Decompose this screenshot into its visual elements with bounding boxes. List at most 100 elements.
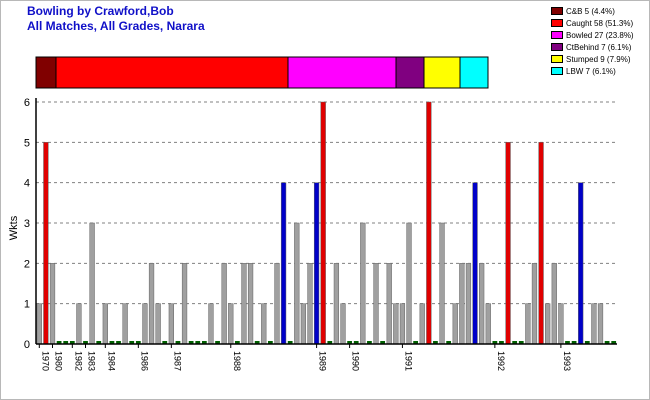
bar: [234, 341, 240, 344]
bar: [280, 182, 287, 345]
legend-label: CtBehind 7 (6.1%): [566, 42, 632, 52]
y-tick-label: 4: [24, 178, 30, 190]
bar: [393, 303, 399, 345]
bar: [247, 263, 254, 345]
bar: [69, 341, 75, 344]
bar: [109, 341, 115, 344]
bar: [459, 263, 465, 345]
bar: [181, 263, 188, 345]
bar: [611, 341, 617, 344]
bar: [129, 341, 135, 344]
bar: [36, 303, 42, 345]
bar: [268, 341, 273, 344]
legend-item: LBW 7 (6.1%): [551, 65, 634, 77]
legend-item: C&B 5 (4.4%): [551, 5, 634, 17]
bar: [116, 341, 121, 344]
x-tick-label: 1982: [73, 351, 83, 371]
legend-label: LBW 7 (6.1%): [566, 66, 616, 76]
legend-label: Bowled 27 (23.8%): [566, 30, 634, 40]
bar: [380, 341, 385, 344]
bar: [604, 341, 610, 344]
bar: [63, 341, 69, 344]
legend-label: Caught 58 (51.3%): [566, 18, 634, 28]
x-tick-label: 1989: [318, 351, 328, 371]
legend-item: Bowled 27 (23.8%): [551, 29, 634, 41]
bar: [83, 341, 88, 344]
title-line-2: All Matches, All Grades, Narara: [27, 19, 205, 33]
bar: [399, 303, 406, 345]
bar: [175, 341, 181, 344]
strip-segment-c-b: [35, 56, 57, 89]
bar: [201, 341, 207, 344]
bar: [558, 303, 564, 345]
bar: [307, 263, 313, 345]
y-tick-label: 0: [24, 339, 30, 351]
bar: [347, 341, 352, 344]
bar: [406, 222, 412, 345]
bar: [492, 341, 498, 344]
bar: [327, 341, 333, 344]
bar: [168, 303, 174, 345]
bar: [294, 222, 300, 345]
bar: [551, 263, 557, 345]
bar: [76, 303, 82, 345]
legend-swatch: [551, 55, 563, 63]
bar: [452, 303, 458, 345]
bar: [254, 341, 260, 344]
bar: [102, 303, 108, 345]
strip-segment-ctbehind: [395, 56, 425, 89]
bar: [221, 263, 227, 345]
bar: [135, 341, 141, 344]
legend-swatch: [551, 31, 563, 39]
bar: [333, 263, 340, 345]
legend-label: C&B 5 (4.4%): [566, 6, 615, 16]
legend-item: Caught 58 (51.3%): [551, 17, 634, 29]
x-tick-label: 1988: [232, 351, 242, 371]
bar: [142, 303, 148, 345]
bar: [439, 222, 445, 345]
x-tick-label: 1992: [496, 351, 506, 371]
bar: [274, 263, 280, 345]
legend-swatch: [551, 43, 563, 51]
bar: [584, 341, 590, 344]
y-axis-label: Wkts: [8, 215, 20, 240]
bar: [426, 101, 432, 345]
strip-segment-lbw: [459, 56, 489, 89]
bar: [472, 182, 478, 345]
bar: [505, 142, 511, 345]
legend-item: Stumped 9 (7.9%): [551, 53, 634, 65]
bar: [525, 303, 531, 345]
legend-item: CtBehind 7 (6.1%): [551, 41, 634, 53]
bar: [96, 341, 102, 344]
bar: [43, 142, 49, 345]
strip-segment-caught: [55, 56, 289, 89]
bar: [241, 263, 247, 345]
bar: [228, 303, 234, 345]
x-tick-label: 1983: [87, 351, 97, 371]
bar: [208, 303, 214, 345]
legend-swatch: [551, 19, 563, 27]
legend: C&B 5 (4.4%) Caught 58 (51.3%) Bowled 27 (…: [551, 5, 634, 77]
bar: [512, 341, 518, 344]
x-tick-label: 1986: [139, 351, 149, 371]
bar: [571, 341, 577, 344]
bar: [122, 303, 128, 345]
x-tick-label: 1984: [106, 351, 116, 371]
bar: [565, 341, 570, 344]
y-tick-label: 6: [24, 97, 30, 109]
bar: [261, 303, 267, 345]
bar: [373, 263, 379, 345]
bar: [195, 341, 201, 344]
bar: [465, 263, 472, 345]
bar: [531, 263, 538, 345]
y-tick-label: 3: [24, 218, 30, 230]
title-line-1: Bowling by Crawford,Bob: [27, 4, 174, 18]
bar: [320, 101, 326, 345]
bar: [499, 341, 504, 344]
bar: [419, 303, 425, 345]
bar: [538, 142, 544, 345]
bar: [49, 263, 56, 345]
bar: [155, 303, 161, 345]
bar: [578, 182, 584, 345]
bar: [287, 341, 293, 344]
